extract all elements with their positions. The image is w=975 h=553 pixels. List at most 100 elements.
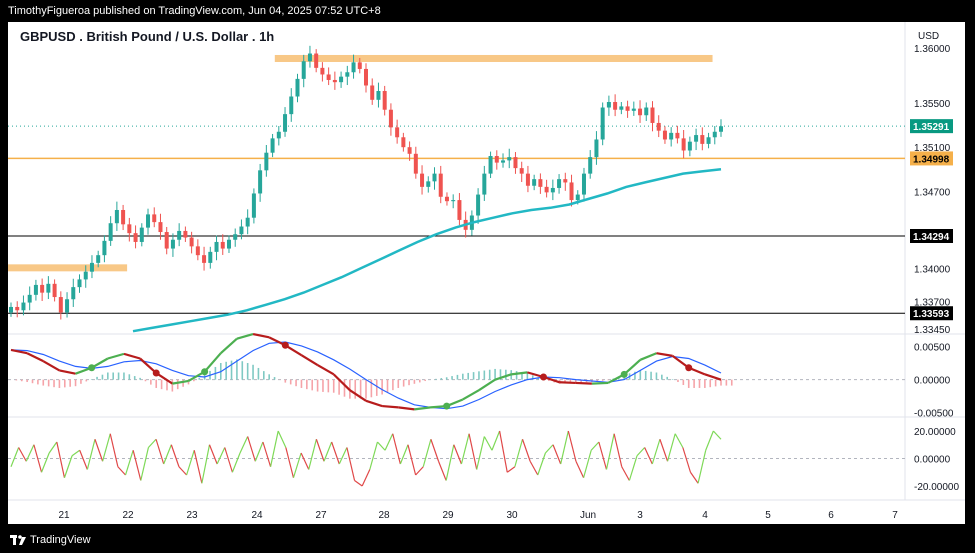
- tradingview-logo-icon[interactable]: [10, 533, 26, 547]
- candle-body: [233, 234, 238, 240]
- candle-body: [58, 297, 63, 313]
- oscillator-line-segment: [48, 441, 58, 454]
- candle-body: [662, 130, 667, 140]
- chart-area[interactable]: GBPUSD . British Pound / U.S. Dollar . 1…: [8, 22, 965, 524]
- x-tick-label: Jun: [580, 510, 596, 521]
- brand-label[interactable]: TradingView: [30, 534, 91, 546]
- x-tick-label: 22: [122, 510, 134, 521]
- candle-body: [208, 251, 213, 263]
- oscillator-line-segment: [399, 444, 409, 465]
- candle-body: [258, 170, 263, 194]
- macd-line-segment: [639, 352, 657, 361]
- oscillator-line-segment: [453, 444, 462, 465]
- oscillator-line-segment: [613, 433, 623, 467]
- candle-body: [444, 196, 449, 202]
- candle-body: [239, 226, 244, 235]
- candle-body: [152, 214, 157, 223]
- oscillator-line-segment: [552, 444, 562, 465]
- oscillator-line-segment: [682, 447, 692, 473]
- oscillator-line-segment: [651, 439, 661, 465]
- candle-body: [413, 153, 418, 174]
- candle-body: [426, 181, 431, 187]
- oscillator-line-segment: [491, 430, 501, 451]
- oscillator-line-segment: [697, 450, 707, 484]
- oscillator-y-tick: 0.00000: [914, 376, 951, 387]
- candle-body: [519, 168, 524, 174]
- oscillator-line-segment: [621, 466, 630, 481]
- candle-body: [114, 209, 119, 224]
- macd-line-segment: [478, 378, 496, 392]
- candle-body: [314, 53, 319, 68]
- x-tick-label: 7: [892, 510, 898, 521]
- candle-body: [96, 255, 101, 263]
- candle-body: [606, 102, 611, 108]
- x-tick-label: 24: [251, 510, 263, 521]
- oscillator-line-segment: [361, 469, 371, 487]
- candle-body: [712, 131, 717, 138]
- macd-line-segment: [172, 379, 189, 385]
- oscillator-line-segment: [659, 439, 669, 462]
- candle-body: [195, 246, 200, 256]
- resistance-zone: [274, 54, 713, 62]
- candle-body: [158, 222, 163, 233]
- y-tick-label: 1.35500: [914, 99, 951, 110]
- candle-body: [83, 271, 88, 280]
- oscillator-line-segment: [18, 447, 27, 462]
- oscillator-line-segment: [269, 430, 279, 467]
- candle-body: [189, 237, 194, 247]
- candle-body: [139, 227, 144, 242]
- price-tag: [910, 151, 953, 166]
- oscillator-y-tick: -20.00000: [914, 482, 959, 493]
- macd-line-segment: [704, 373, 722, 381]
- macd-line-segment: [123, 352, 141, 360]
- macd-line-segment: [591, 381, 609, 385]
- candle-body: [164, 232, 169, 249]
- macd-line-segment: [139, 357, 157, 374]
- oscillator-line-segment: [338, 447, 348, 465]
- crossover-dot: [443, 402, 451, 410]
- candle-body: [364, 68, 368, 86]
- oscillator-line-segment: [544, 444, 554, 454]
- oscillator-line-segment: [155, 439, 165, 465]
- oscillator-line-segment: [239, 436, 249, 454]
- oscillator-line-segment: [208, 444, 218, 465]
- oscillator-line-segment: [346, 447, 356, 481]
- macd-line-segment: [511, 371, 528, 376]
- chart-svg[interactable]: GBPUSD . British Pound / U.S. Dollar . 1…: [8, 22, 965, 524]
- oscillator-line-segment: [10, 447, 20, 467]
- candle-body: [339, 76, 344, 83]
- oscillator-line-segment: [315, 439, 325, 462]
- crossover-dot: [88, 364, 96, 372]
- candle-body: [276, 131, 281, 139]
- oscillator-line-segment: [460, 433, 470, 465]
- candle-body: [177, 230, 182, 240]
- oscillator-line-segment: [79, 450, 88, 470]
- oscillator-line-segment: [506, 466, 516, 473]
- candle-body: [77, 279, 82, 288]
- candle-body: [451, 200, 456, 202]
- candle-body: [532, 179, 537, 186]
- candle-body: [625, 106, 630, 111]
- y-tick-label: 1.35100: [914, 143, 951, 154]
- candle-body: [33, 284, 38, 295]
- x-tick-label: 21: [58, 510, 70, 521]
- price-tag: [910, 229, 953, 244]
- oscillator-line-segment: [644, 447, 653, 465]
- y-tick-label: 1.34700: [914, 187, 951, 198]
- candle-body: [557, 179, 562, 188]
- oscillator-line-segment: [231, 452, 241, 473]
- candle-body: [301, 61, 306, 79]
- candle-body: [457, 200, 462, 220]
- oscillator-line-segment: [483, 436, 493, 451]
- candle-body: [52, 283, 57, 298]
- crossover-dot: [152, 369, 160, 377]
- macd-line-segment: [349, 389, 367, 402]
- candle-body: [332, 79, 337, 83]
- footer-bar: TradingView: [0, 527, 975, 553]
- candle-body: [638, 108, 643, 116]
- oscillator-line-segment: [40, 452, 50, 473]
- candle-body: [575, 194, 580, 201]
- candle-body: [594, 139, 599, 158]
- oscillator-line-segment: [705, 430, 714, 451]
- candle-body: [382, 90, 387, 110]
